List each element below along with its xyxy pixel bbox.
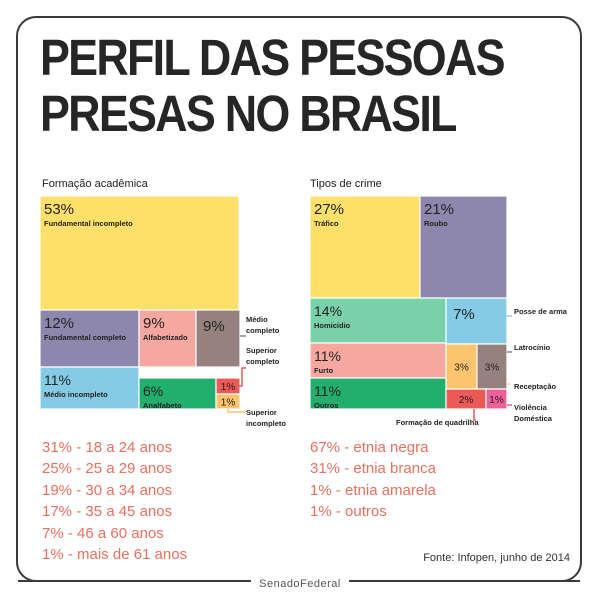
treemap-tile: 1% Violência Doméstica — [485, 388, 553, 423]
treemap-rect — [138, 377, 217, 410]
tile-percent: 27% — [314, 201, 344, 218]
tile-external-label: Violência Doméstica — [514, 403, 553, 423]
treemap-tile: 27%Tráfico — [309, 195, 421, 299]
tile-label: Fundamental incompleto — [44, 219, 133, 228]
treemap-tile: 11% Outros — [309, 377, 447, 410]
tile-external-label: Médio completo — [246, 315, 280, 335]
treemap-rect — [309, 377, 447, 410]
treemap-tile: 1% Superior completo — [215, 346, 280, 395]
treemap-tile: 6% Analfabeto — [138, 377, 217, 410]
tile-percent: 3% — [454, 363, 469, 374]
treemap-tile: 14% Homicídio — [309, 297, 447, 344]
ethnicity-item: 1% - outros — [310, 503, 387, 521]
age-group-item: 1% - mais de 61 anos — [42, 546, 188, 564]
tile-label: Alfabetizado — [143, 333, 188, 342]
treemap-tile: 11% Médio incompleto — [39, 366, 140, 410]
treemap-tile: 9%Alfabetizado — [138, 309, 197, 368]
footer-logo-text: SenadoFederal — [251, 578, 349, 590]
tile-external-label: Receptação — [514, 382, 557, 391]
tile-percent: 21% — [424, 201, 454, 218]
tile-percent: 7% — [453, 306, 475, 323]
tile-percent: 6% — [143, 383, 163, 399]
tile-label: Outros — [314, 401, 339, 410]
age-group-item: 25% - 25 a 29 anos — [42, 460, 173, 478]
tile-label: Analfabeto — [143, 401, 182, 410]
treemap-tile: 7% Posse de arma — [445, 297, 568, 345]
treemap-rect — [39, 309, 140, 368]
age-group-list: 31% - 18 a 24 anos 25% - 25 a 29 anos 19… — [42, 437, 187, 565]
tile-percent: 1% — [221, 382, 236, 393]
ethnicity-list: 67% - etnia negra 31% - etnia branca 1% … — [310, 437, 436, 523]
tile-percent: 53% — [44, 201, 74, 218]
leader-line — [239, 367, 246, 387]
tile-label: Médio incompleto — [44, 390, 108, 399]
leader-line — [227, 409, 246, 413]
treemap-rect — [39, 195, 240, 311]
tile-external-label: Superior completo — [246, 346, 280, 366]
treemap-tile: 11% Furto — [309, 342, 447, 379]
age-group-item: 19% - 30 a 34 anos — [42, 481, 173, 499]
age-group-item: 31% - 18 a 24 anos — [42, 439, 173, 456]
treemap-rect — [485, 388, 508, 410]
tile-label: Homicídio — [314, 321, 351, 330]
tile-label: Roubo — [424, 219, 448, 228]
tile-percent: 9% — [203, 318, 225, 335]
title-line-1: PERFIL DAS PESSOAS — [40, 29, 506, 86]
age-group-item: 7% - 46 a 60 anos — [42, 524, 164, 542]
education-chart-title: Formação acadêmica — [42, 178, 148, 190]
treemap-tile: 1% Superior incompleto — [215, 393, 286, 428]
crime-chart-title: Tipos de crime — [310, 178, 382, 190]
tile-percent: 11% — [314, 383, 341, 399]
tile-label: Tráfico — [314, 219, 339, 228]
treemap-tile: 2% Formação de quadrilha — [396, 388, 487, 427]
tile-external-label: Latrocínio — [514, 343, 551, 352]
footer-brand: SenadoFederal — [0, 574, 600, 592]
treemap-rect — [138, 309, 197, 368]
ethnicity-item: 31% - etnia branca — [310, 460, 436, 478]
tile-percent: 11% — [314, 348, 341, 364]
page-title: PERFIL DAS PESSOAS PRESAS NO BRASIL — [40, 30, 515, 142]
education-treemap: 53%Fundamental incompleto12%Fundamental … — [39, 195, 286, 428]
treemap-tile: 12%Fundamental completo — [39, 309, 140, 368]
treemap-tile: 21%Roubo — [419, 195, 508, 299]
treemap-tile: 9% Médio completo — [195, 309, 280, 368]
tile-percent: 11% — [44, 372, 71, 388]
tile-external-label: Superior incompleto — [246, 408, 286, 428]
treemap-rect — [195, 309, 241, 368]
treemap-tile: 53%Fundamental incompleto — [39, 195, 240, 311]
tile-percent: 3% — [485, 363, 500, 374]
source-note: Fonte: Infopen, junho de 2014 — [423, 552, 570, 564]
treemap-rect — [309, 195, 421, 299]
tile-label: Fundamental completo — [44, 333, 127, 342]
ethnicity-item: 1% - etnia amarela — [310, 481, 436, 499]
tile-percent: 2% — [459, 395, 474, 406]
age-group-item: 17% - 35 a 45 anos — [42, 503, 173, 521]
treemap-rect — [445, 297, 508, 345]
tile-percent: 14% — [314, 303, 342, 319]
treemap-rect — [419, 195, 508, 299]
tile-external-label: Posse de arma — [514, 307, 568, 316]
tile-percent: 1% — [221, 398, 236, 409]
title-line-2: PRESAS NO BRASIL — [40, 85, 457, 142]
tile-percent: 9% — [143, 315, 165, 332]
treemap-rect — [309, 342, 447, 379]
ethnicity-item: 67% - etnia negra — [310, 439, 429, 456]
leader-line — [473, 409, 476, 421]
tile-percent: 12% — [44, 315, 74, 332]
tile-label: Furto — [314, 366, 334, 375]
tile-external-label: Formação de quadrilha — [396, 418, 479, 427]
tile-percent: 1% — [489, 395, 504, 406]
